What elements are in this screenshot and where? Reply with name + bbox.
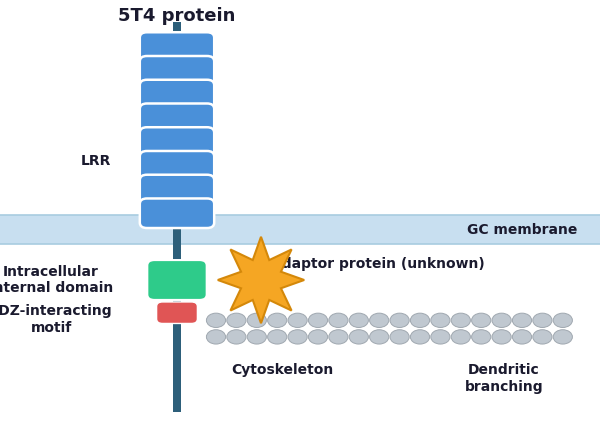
Circle shape bbox=[472, 313, 491, 327]
FancyBboxPatch shape bbox=[140, 175, 214, 204]
Text: Intracellular
internal domain: Intracellular internal domain bbox=[0, 265, 113, 295]
Circle shape bbox=[247, 330, 266, 344]
Circle shape bbox=[370, 313, 389, 327]
Circle shape bbox=[492, 313, 511, 327]
Bar bbox=[173, 22, 181, 412]
FancyBboxPatch shape bbox=[148, 260, 206, 300]
Circle shape bbox=[206, 330, 226, 344]
Polygon shape bbox=[218, 237, 304, 323]
Circle shape bbox=[431, 313, 450, 327]
Circle shape bbox=[410, 330, 430, 344]
FancyBboxPatch shape bbox=[157, 302, 197, 323]
FancyBboxPatch shape bbox=[140, 103, 214, 133]
Circle shape bbox=[492, 330, 511, 344]
Circle shape bbox=[329, 313, 348, 327]
FancyBboxPatch shape bbox=[140, 80, 214, 109]
Text: Dendritic
branching: Dendritic branching bbox=[464, 363, 544, 394]
FancyBboxPatch shape bbox=[140, 56, 214, 86]
Circle shape bbox=[451, 313, 470, 327]
FancyBboxPatch shape bbox=[140, 151, 214, 181]
Circle shape bbox=[288, 313, 307, 327]
FancyBboxPatch shape bbox=[140, 127, 214, 157]
Circle shape bbox=[533, 313, 552, 327]
Text: PDZ-interacting
motif: PDZ-interacting motif bbox=[0, 304, 113, 335]
Circle shape bbox=[349, 313, 368, 327]
Circle shape bbox=[349, 330, 368, 344]
FancyBboxPatch shape bbox=[140, 198, 214, 228]
Circle shape bbox=[247, 313, 266, 327]
Text: GC membrane: GC membrane bbox=[467, 223, 577, 237]
Circle shape bbox=[308, 313, 328, 327]
Circle shape bbox=[431, 330, 450, 344]
Circle shape bbox=[268, 313, 287, 327]
Circle shape bbox=[288, 330, 307, 344]
Circle shape bbox=[329, 330, 348, 344]
Circle shape bbox=[370, 330, 389, 344]
Circle shape bbox=[553, 313, 572, 327]
Circle shape bbox=[390, 313, 409, 327]
Circle shape bbox=[512, 330, 532, 344]
Text: 5T4 protein: 5T4 protein bbox=[118, 7, 236, 25]
Circle shape bbox=[227, 313, 246, 327]
Circle shape bbox=[512, 313, 532, 327]
Circle shape bbox=[451, 330, 470, 344]
Circle shape bbox=[553, 330, 572, 344]
Circle shape bbox=[308, 330, 328, 344]
Text: Cytoskeleton: Cytoskeleton bbox=[231, 362, 333, 377]
Circle shape bbox=[227, 330, 246, 344]
Text: Adaptor protein (unknown): Adaptor protein (unknown) bbox=[271, 257, 485, 271]
Text: LRR: LRR bbox=[81, 154, 111, 168]
Circle shape bbox=[472, 330, 491, 344]
Circle shape bbox=[390, 330, 409, 344]
Circle shape bbox=[410, 313, 430, 327]
Circle shape bbox=[533, 330, 552, 344]
Bar bbox=[0, 215, 600, 244]
FancyBboxPatch shape bbox=[140, 32, 214, 62]
Circle shape bbox=[268, 330, 287, 344]
Circle shape bbox=[206, 313, 226, 327]
